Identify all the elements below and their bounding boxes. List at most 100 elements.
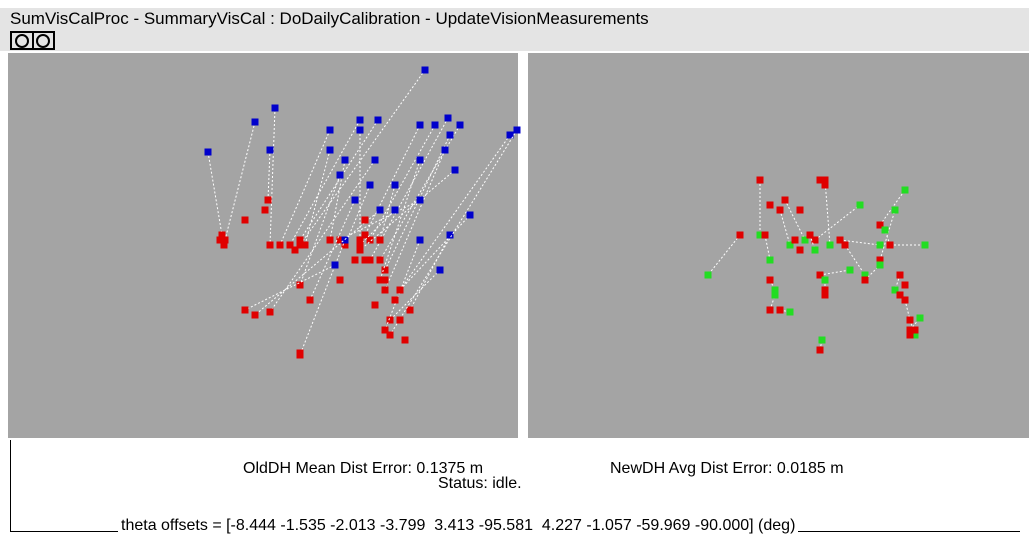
- point: [336, 236, 344, 244]
- point: [906, 331, 914, 339]
- window-title: SumVisCalProc - SummaryVisCal : DoDailyC…: [10, 9, 649, 28]
- point: [821, 176, 829, 184]
- point: [361, 231, 369, 239]
- point: [416, 236, 424, 244]
- point: [296, 281, 304, 289]
- link: [359, 169, 456, 251]
- link: [879, 209, 896, 261]
- link: [379, 184, 396, 241]
- point: [821, 181, 829, 189]
- point: [326, 126, 334, 134]
- point: [376, 256, 384, 264]
- point: [816, 176, 824, 184]
- point: [821, 276, 829, 284]
- point: [381, 286, 389, 294]
- point: [766, 306, 774, 314]
- point: [306, 296, 314, 304]
- point: [876, 221, 884, 229]
- point: [436, 266, 444, 274]
- point: [886, 241, 894, 249]
- point: [286, 241, 294, 249]
- point: [220, 241, 228, 249]
- point: [341, 236, 349, 244]
- point: [241, 216, 249, 224]
- point: [776, 206, 784, 214]
- link: [399, 214, 471, 291]
- link: [299, 174, 341, 286]
- point: [366, 256, 374, 264]
- point: [266, 241, 274, 249]
- point: [251, 311, 259, 319]
- link: [269, 159, 376, 313]
- point: [736, 231, 744, 239]
- point: [906, 326, 914, 334]
- point: [896, 291, 904, 299]
- point: [846, 266, 854, 274]
- point: [441, 146, 449, 154]
- right-panel: [528, 53, 1029, 438]
- theta-offsets: theta offsets = [-8.444 -1.535 -2.013 -3…: [118, 517, 799, 535]
- point: [351, 196, 359, 204]
- point: [811, 246, 819, 254]
- point: [221, 236, 229, 244]
- point: [266, 146, 274, 154]
- point: [444, 114, 452, 122]
- point: [251, 118, 259, 126]
- status: Status: idle.: [438, 475, 522, 492]
- link: [824, 179, 831, 246]
- point: [356, 116, 364, 124]
- link: [764, 234, 771, 261]
- point: [336, 171, 344, 179]
- link: [244, 264, 336, 311]
- point: [396, 286, 404, 294]
- point: [296, 236, 304, 244]
- toolbar-button[interactable]: [10, 31, 56, 51]
- new-error: NewDH Avg Dist Error: 0.0185 m: [610, 460, 844, 477]
- point: [371, 301, 379, 309]
- point: [361, 216, 369, 224]
- point: [421, 66, 429, 74]
- point: [416, 156, 424, 164]
- point: [291, 246, 299, 254]
- old-error: OldDH Mean Dist Error: 0.1375 m: [243, 460, 484, 477]
- point: [391, 181, 399, 189]
- point: [811, 236, 819, 244]
- point: [906, 316, 914, 324]
- point: [381, 276, 389, 284]
- point: [916, 314, 924, 322]
- point: [271, 104, 279, 112]
- point: [341, 241, 349, 249]
- point: [836, 236, 844, 244]
- link: [224, 121, 256, 241]
- point: [381, 266, 389, 274]
- point: [891, 206, 899, 214]
- point: [771, 286, 779, 294]
- point: [901, 186, 909, 194]
- link: [814, 204, 861, 241]
- link: [339, 199, 421, 241]
- point: [881, 226, 889, 234]
- toolbar: [0, 30, 1029, 51]
- point: [356, 126, 364, 134]
- point: [391, 296, 399, 304]
- point: [911, 326, 919, 334]
- point: [818, 336, 826, 344]
- point: [326, 146, 334, 154]
- link: [784, 199, 806, 241]
- point: [446, 231, 454, 239]
- link: [254, 209, 381, 316]
- point: [361, 256, 369, 264]
- point: [791, 236, 799, 244]
- point: [861, 271, 869, 279]
- point: [376, 236, 384, 244]
- point: [896, 271, 904, 279]
- link: [839, 239, 881, 246]
- point: [216, 236, 224, 244]
- point: [806, 231, 814, 239]
- point: [386, 316, 394, 324]
- point: [218, 231, 226, 239]
- point: [876, 256, 884, 264]
- point: [381, 326, 389, 334]
- link: [369, 117, 449, 261]
- point: [901, 281, 909, 289]
